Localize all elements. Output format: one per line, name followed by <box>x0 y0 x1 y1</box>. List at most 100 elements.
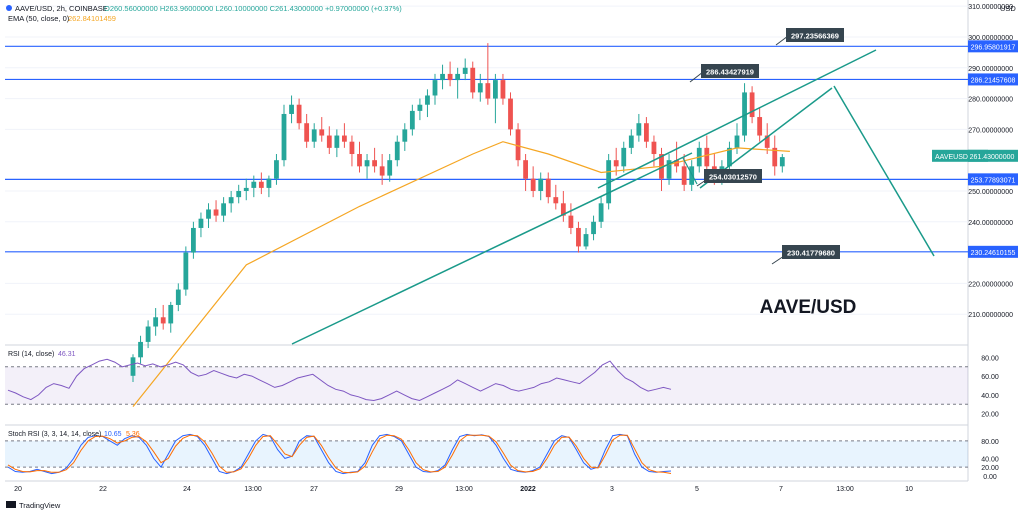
candle-body <box>198 218 204 228</box>
ema-legend-label[interactable]: EMA (50, close, 0) <box>8 14 70 23</box>
candle-body <box>530 178 536 191</box>
candle-body <box>764 135 770 148</box>
candle-body <box>372 160 377 167</box>
callout-4: 230.41779680 <box>771 245 840 265</box>
candle-body <box>138 341 143 358</box>
candle-body <box>311 129 317 142</box>
candle-body <box>425 95 430 105</box>
projection-down-line[interactable] <box>833 85 935 257</box>
x-tick-label: 7 <box>779 486 783 493</box>
y-tick-label: 210.00000000 <box>968 312 1013 319</box>
candle-body <box>727 147 732 167</box>
x-tick-label: 20 <box>14 486 22 493</box>
stoch-tick-label: 80.00 <box>981 439 999 446</box>
currency-label[interactable]: USD <box>1000 4 1016 13</box>
rsi-axis: 80.00 60.00 40.00 20.00 <box>981 355 999 418</box>
price-axis[interactable]: 310.00000000 300.00000000 290.00000000 280.… <box>968 4 1013 319</box>
chart-header: AAVE/USD, 2h, COINBASE O260.56000000 H26… <box>6 4 402 23</box>
candle-body <box>545 178 551 198</box>
rsi-tick-label: 40.00 <box>981 393 999 400</box>
stoch-tick-label: 20.00 <box>981 465 999 472</box>
candle-body <box>560 203 566 216</box>
candle-body <box>742 92 747 136</box>
candle-body <box>342 135 347 142</box>
candle-body <box>258 181 264 188</box>
x-tick-label: 2022 <box>520 486 536 493</box>
x-tick-label: 5 <box>695 486 699 493</box>
ascending-support-line[interactable] <box>291 152 693 345</box>
stoch-tick-label: 0.00 <box>983 474 997 481</box>
rsi-tick-label: 60.00 <box>981 374 999 381</box>
callout-label-3: 254.03012570 <box>709 173 757 182</box>
candle-body <box>228 197 234 204</box>
candle-body <box>206 209 211 219</box>
callout-label-1: 297.23566369 <box>791 32 839 41</box>
candle-body <box>681 166 687 185</box>
callout-label-4: 230.41779680 <box>787 249 835 258</box>
candle-body <box>304 123 310 142</box>
candle-body <box>538 178 544 191</box>
candle-body <box>236 190 242 198</box>
y-tick-label: 270.00000000 <box>968 127 1013 134</box>
y-tick-label: 240.00000000 <box>968 220 1013 227</box>
y-tick-label: 250.00000000 <box>968 189 1013 196</box>
candle-body <box>440 73 445 81</box>
stoch-k-line <box>7 433 672 475</box>
candle-body <box>500 80 506 99</box>
last-price-symbol: AAVEUSD <box>935 154 968 161</box>
horizontal-levels[interactable]: 296.95801917 286.21457608 253.77893071 230.… <box>5 40 1018 258</box>
candle-body <box>296 104 302 124</box>
candle-body <box>462 67 468 74</box>
candle-body <box>251 181 257 188</box>
chart-watermark-title: AAVE/USD <box>760 297 857 318</box>
ohlc-values: O260.56000000 H263.96000000 L260.1000000… <box>104 4 402 13</box>
candle-body <box>613 160 619 167</box>
stoch-d-value: 5.36 <box>126 431 140 438</box>
candle-body <box>508 98 513 130</box>
candle-body <box>606 160 612 204</box>
footer-brand: TradingView <box>6 501 61 510</box>
candle-body <box>153 317 159 327</box>
x-tick-label: 24 <box>183 486 191 493</box>
stoch-label[interactable]: Stoch RSI (3, 3, 14, 14, close) <box>8 431 101 438</box>
small-down-line[interactable] <box>682 157 698 185</box>
candle-body <box>409 110 415 130</box>
callout-label-2: 286.43427919 <box>706 68 754 77</box>
rsi-label[interactable]: RSI (14, close) <box>8 351 54 358</box>
brand-name: TradingView <box>19 501 61 510</box>
ema-line <box>132 141 790 407</box>
candle-body <box>666 160 672 179</box>
candle-body <box>477 83 483 93</box>
upper-channel-line[interactable] <box>597 49 877 189</box>
candle-body <box>417 104 423 111</box>
y-tick-label: 280.00000000 <box>968 97 1013 104</box>
callout-1: 297.23566369 <box>775 28 844 46</box>
candle-body <box>349 141 355 155</box>
candle-body <box>379 166 385 176</box>
symbol-title[interactable]: AAVE/USD, 2h, COINBASE <box>15 4 108 13</box>
stoch-band <box>5 440 968 468</box>
candle-body <box>402 129 408 142</box>
candle-body <box>213 209 219 216</box>
candle-body <box>515 129 521 161</box>
level-badge-label: 230.24610155 <box>971 250 1016 257</box>
candle-body <box>470 67 476 93</box>
level-badge <box>968 73 1018 86</box>
rsi-legend: RSI (14, close) 46.31 <box>8 351 76 358</box>
ema-legend-value: 262.84101459 <box>68 14 116 23</box>
rsi-tick-label: 20.00 <box>981 412 999 419</box>
candle-body <box>334 135 340 148</box>
candle-body <box>394 141 400 161</box>
price-callouts: 297.23566369 286.43427919 254.03012570 2… <box>689 28 844 265</box>
callout-3: 254.03012570 <box>696 169 762 187</box>
rsi-tick-label: 80.00 <box>981 355 999 362</box>
time-axis[interactable]: 20 22 24 13:00 27 29 13:00 2022 3 5 7 13:00 10 <box>14 486 913 493</box>
candle-body <box>387 160 393 176</box>
candle-body <box>553 197 559 204</box>
stoch-tick-label: 40.00 <box>981 456 999 463</box>
y-tick-label: 300.00000000 <box>968 35 1013 42</box>
x-tick-label: 27 <box>310 486 318 493</box>
tradingview-logo-icon <box>6 501 16 508</box>
